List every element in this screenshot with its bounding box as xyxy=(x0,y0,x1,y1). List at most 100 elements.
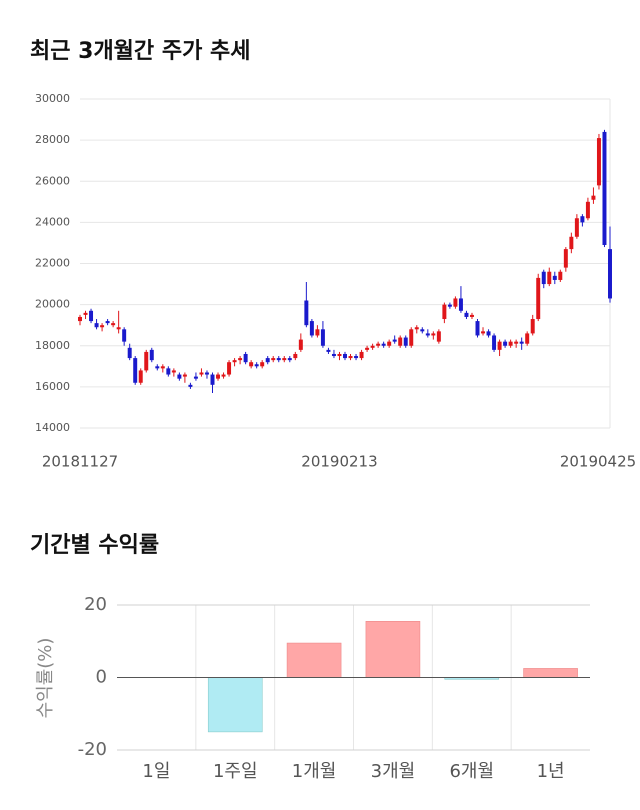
candle-body xyxy=(458,298,463,311)
candle-body xyxy=(188,384,193,387)
y-tick-label: 20000 xyxy=(35,298,70,311)
x-tick-label: 20181127 xyxy=(42,453,118,471)
candle-body xyxy=(453,298,458,307)
candle-body xyxy=(580,216,585,223)
candle-body xyxy=(105,321,110,324)
candle-body xyxy=(331,353,336,357)
candle-body xyxy=(585,201,590,219)
x-tick-label: 1일 xyxy=(142,761,170,782)
x-tick-label: 3개월 xyxy=(371,761,416,782)
candle-body xyxy=(525,333,530,344)
candle-body xyxy=(138,370,143,383)
candle-body xyxy=(171,370,176,373)
candle-body xyxy=(376,343,381,346)
candle-body xyxy=(508,341,513,346)
candle-body xyxy=(232,360,237,363)
candle-body xyxy=(442,304,447,320)
candle-body xyxy=(177,374,182,379)
chart-title: 기간별 수익률 xyxy=(30,533,159,558)
y-tick-label: 14000 xyxy=(35,421,70,434)
candle-body xyxy=(547,271,552,285)
candle-body xyxy=(127,347,132,359)
candle-body xyxy=(238,358,243,361)
candle-body xyxy=(574,218,579,237)
candle-body xyxy=(541,271,546,285)
candle-body xyxy=(271,358,276,361)
candle-body xyxy=(409,329,414,346)
candle-body xyxy=(309,321,314,336)
candle-body xyxy=(193,376,198,379)
y-tick-label: 16000 xyxy=(35,380,70,393)
candle-body xyxy=(133,358,138,383)
candle-body xyxy=(596,138,601,186)
y-tick-label: 0 xyxy=(96,667,107,688)
candle-body xyxy=(387,341,392,346)
candle-body xyxy=(420,329,425,332)
candle-body xyxy=(89,310,94,322)
y-tick-label: 26000 xyxy=(35,174,70,187)
candle-body xyxy=(475,321,480,336)
candle-body xyxy=(83,312,88,315)
candle-body xyxy=(354,356,359,359)
candle-body xyxy=(166,368,171,375)
candle-body xyxy=(447,304,452,307)
x-tick-label: 1년 xyxy=(537,761,565,782)
candle-body xyxy=(486,331,491,336)
candle-body xyxy=(481,331,486,334)
candle-body xyxy=(370,345,375,348)
candle-body xyxy=(204,372,209,375)
candle-body xyxy=(398,337,403,346)
candle-body xyxy=(392,339,397,342)
candle-body xyxy=(381,343,386,346)
y-tick-label: 20 xyxy=(84,594,107,615)
bar xyxy=(286,642,342,678)
x-tick-label: 1주일 xyxy=(213,761,258,782)
candle-body xyxy=(199,372,204,375)
y-tick-label: 18000 xyxy=(35,339,70,352)
candle-body xyxy=(326,349,331,352)
candle-body xyxy=(265,358,270,363)
candle-body xyxy=(431,333,436,336)
candle-body xyxy=(558,271,563,280)
candle-body xyxy=(260,362,265,367)
y-axis-label: 수익률(%) xyxy=(35,638,56,719)
candle-body xyxy=(436,331,441,342)
candle-body xyxy=(365,347,370,350)
chart-title: 최근 3개월간 주가 추세 xyxy=(30,39,250,64)
candle-body xyxy=(469,314,474,317)
candle-body xyxy=(282,358,287,361)
y-tick-label: 22000 xyxy=(35,257,70,270)
candle-body xyxy=(536,277,541,320)
candle-body xyxy=(530,319,535,334)
x-tick-label: 1개월 xyxy=(292,761,337,782)
candle-body xyxy=(304,300,309,326)
x-tick-label: 6개월 xyxy=(449,761,494,782)
x-tick-label: 20190425 xyxy=(560,453,636,471)
candle-body xyxy=(287,358,292,361)
candle-body xyxy=(602,131,607,245)
candle-body xyxy=(337,353,342,357)
candle-body xyxy=(315,329,320,336)
candle-body xyxy=(155,366,160,369)
y-tick-label: 24000 xyxy=(35,215,70,228)
candle-body xyxy=(552,275,557,280)
candle-body xyxy=(519,341,524,344)
candle-body xyxy=(343,353,347,359)
candle-body xyxy=(210,374,215,385)
candle-body xyxy=(608,249,612,299)
bar xyxy=(523,668,578,678)
candle-body xyxy=(563,249,568,268)
candle-body xyxy=(492,335,497,350)
candle-body xyxy=(182,374,187,377)
candle-body xyxy=(116,327,121,330)
candle-body xyxy=(144,351,149,371)
candle-body xyxy=(100,325,105,328)
candle-body xyxy=(149,349,154,361)
candle-body xyxy=(320,329,325,346)
candle-body xyxy=(243,353,248,363)
candle-body xyxy=(94,323,99,328)
candle-body xyxy=(569,236,574,250)
candle-body xyxy=(359,351,364,359)
candle-body xyxy=(425,333,430,336)
candle-body xyxy=(414,327,419,330)
